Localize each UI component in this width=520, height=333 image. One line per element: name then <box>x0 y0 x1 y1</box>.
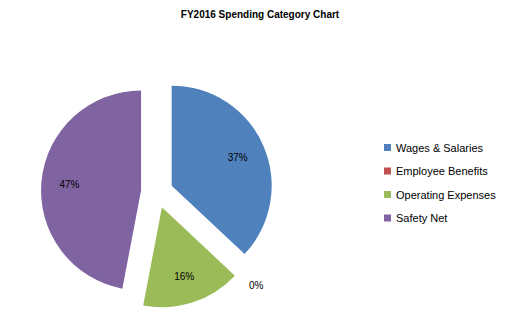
data-labels: 37% 0% 16% 47% <box>59 152 263 291</box>
legend-swatch <box>384 215 391 222</box>
data-label: 37% <box>228 152 248 163</box>
legend-label: Safety Net <box>396 212 447 224</box>
legend-swatch <box>384 191 391 198</box>
legend-swatch <box>384 168 391 175</box>
data-label: 16% <box>174 271 194 282</box>
chart: FY2016 Spending Category Chart 37% 0% 16% 47… <box>0 0 520 333</box>
legend: Wages & Salaries Employee Benefits Operati… <box>384 142 496 225</box>
data-label: 47% <box>59 179 79 190</box>
legend-swatch <box>384 144 391 151</box>
data-label: 0% <box>249 280 264 291</box>
legend-label: Operating Expenses <box>396 189 496 201</box>
legend-label: Wages & Salaries <box>396 142 484 154</box>
legend-label: Employee Benefits <box>396 165 488 177</box>
slice <box>41 90 141 288</box>
pie <box>41 86 272 308</box>
slice <box>172 86 272 254</box>
slice <box>143 207 235 307</box>
title: FY2016 Spending Category Chart <box>181 9 340 20</box>
